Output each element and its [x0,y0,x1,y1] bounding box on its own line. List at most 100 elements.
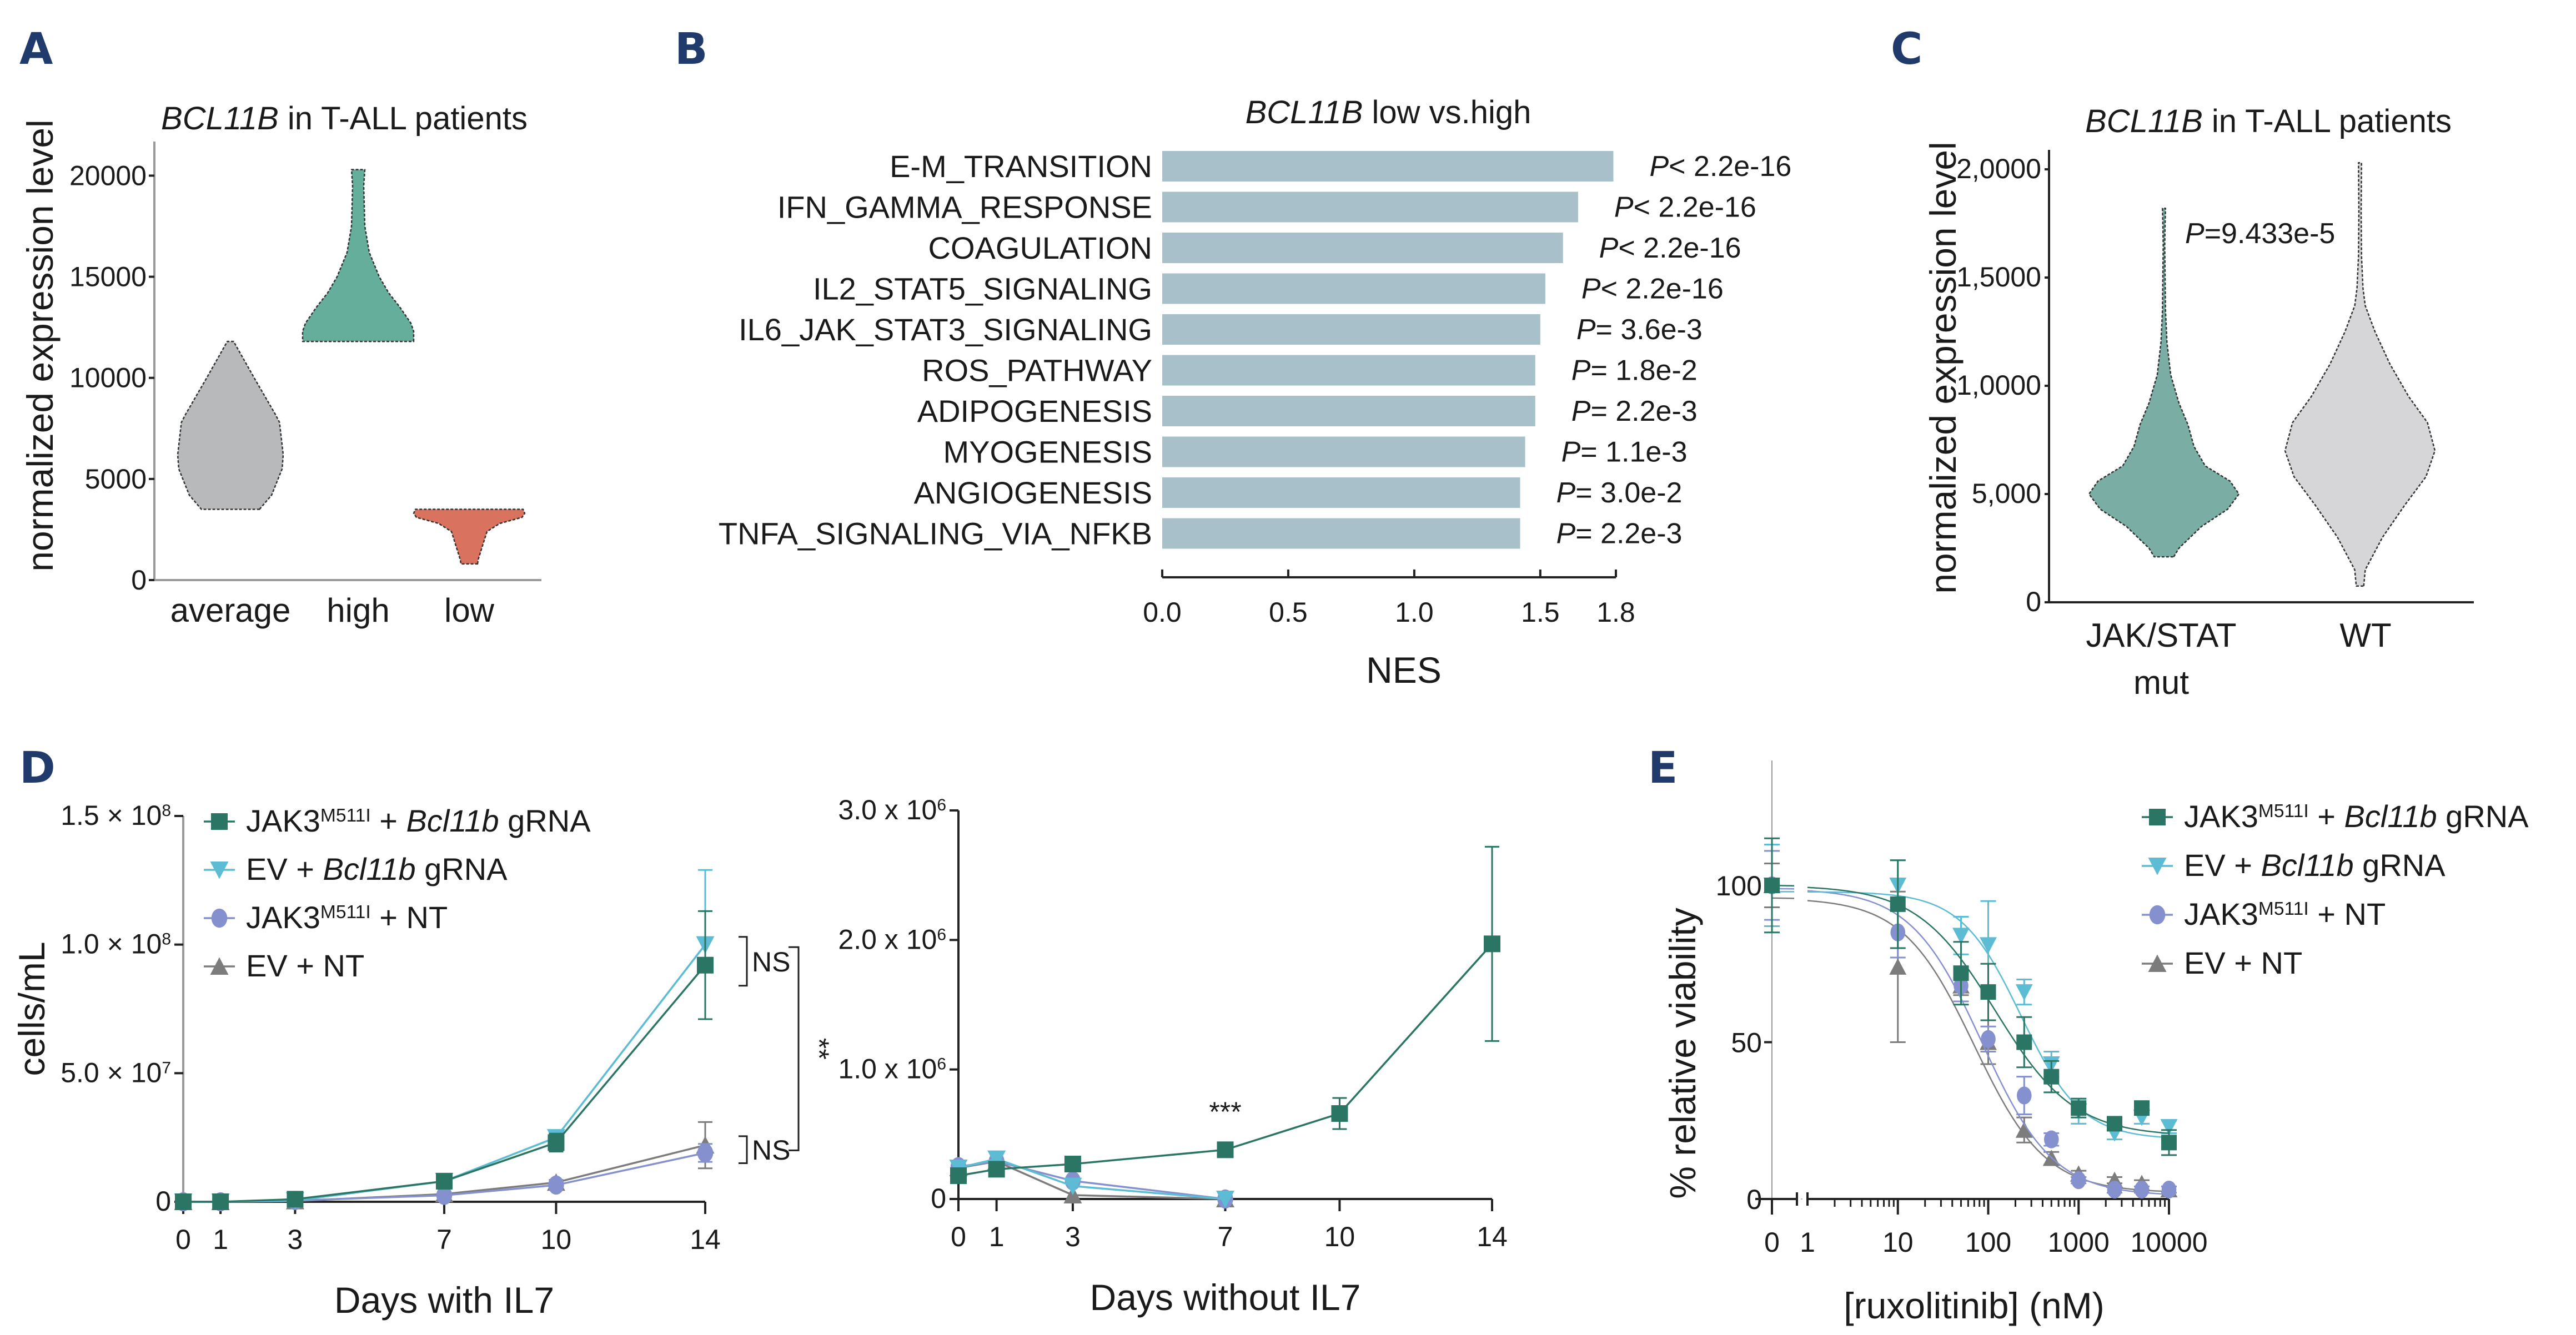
panel-c-violin-chart: BCL11B in T-ALL patients 0 5,000 1,0000 1,50… [1922,103,2474,701]
legend-text-main: EV + [2184,848,2261,883]
p-symbol: P [1614,192,1634,224]
y-tick-label: 1.0 x 106 [838,1054,946,1085]
y-tick-label: 5000 [85,464,147,495]
legend-italic-gene: Bcl11b [2344,799,2437,834]
bar-il6_jak_stat3_signaling [1162,314,1540,345]
series-line [183,964,706,1203]
series-jak3-m511i-bcl11b-grna [175,910,714,1210]
legend-marker-triangle-down [210,862,229,879]
data-point [2016,1086,2032,1105]
x-axis-label: Days with IL7 [334,1279,554,1321]
y-tick-label: 5,000 [1972,478,2041,509]
panel-letter-b: B [675,24,707,74]
p-symbol: P [1561,436,1581,468]
x-tick-label: 1 [989,1221,1005,1252]
series-ev-bcl11b-grna [949,1150,1234,1208]
x-tick-label: 3 [288,1224,303,1255]
y-tick-label: 0 [155,1186,171,1217]
category-label: TNFA_SIGNALING_VIA_NFKB [719,516,1152,551]
legend-text-main: EV + NT [246,948,364,983]
data-point [287,1191,304,1208]
x-tick-label: 0 [951,1221,966,1252]
title-rest: in T-ALL patients [2203,103,2452,139]
legend-label: JAK3M511I + Bcl11b gRNA [246,803,591,838]
y-tick-label: 2,0000 [1956,153,2041,184]
x-tick-label: 0 [175,1224,191,1255]
legend-text-main: JAK3 [2184,799,2258,834]
tick-mantissa: 5.0 × 10 [61,1057,162,1088]
data-point [988,1161,1005,1178]
bar-il2_stat5_signaling [1162,273,1545,304]
data-point [2016,1034,2032,1050]
category-label: MYOGENESIS [943,435,1152,470]
legend-text-main: + [2309,799,2344,834]
legend-label: EV + Bcl11b gRNA [2184,848,2446,883]
legend-item: EV + NT [2142,945,2302,980]
y-tick-label: 10000 [69,362,147,394]
x-tick-label: 10 [1324,1221,1355,1252]
x-tick-label: 10 [541,1224,572,1255]
legend-text-main: EV + [246,852,323,886]
y-tick-label: 1,5000 [1956,261,2041,293]
legend-text-main: gRNA [2354,848,2446,883]
ns-label-bottom: NS [752,1135,790,1166]
x-category-label: mut [2133,664,2189,701]
p-symbol: P [1649,150,1669,183]
p-value-label: P= 3.6e-3 [1576,314,1703,346]
legend-superscript: M511I [320,805,371,826]
p-value-label: P= 2.2e-3 [1571,395,1698,427]
data-point [2160,1119,2178,1136]
panel-a-violin-chart: BCL11B in T-ALL patients 0 5000 10000 15000 2… [19,100,541,629]
y-tick-label: 1.5 × 108 [61,800,171,831]
data-point [212,1193,229,1210]
data-point [2071,1171,2086,1190]
violin-high [302,169,415,342]
x-tick-label: 1.0 [1395,597,1434,628]
p-value: < 2.2e-16 [1634,192,1756,224]
category-label: ADIPOGENESIS [917,394,1152,429]
legend-item: EV + NT [204,948,364,983]
data-point [1064,1156,1081,1172]
tick-exponent: 6 [937,1055,946,1073]
tick-exponent: 8 [162,930,171,948]
legend-item: EV + Bcl11b gRNA [204,852,508,886]
data-point [1331,1105,1348,1122]
category-label: E-M_TRANSITION [890,149,1152,184]
legend-marker-square [211,813,228,830]
violin-wt [2284,162,2436,587]
x-tick-label: 1 [1800,1227,1815,1258]
p-value: < 2.2e-16 [1669,150,1791,183]
legend-text-main: EV + NT [2184,945,2302,980]
x-tick-label: 0 [1764,1227,1780,1258]
data-point [436,1172,453,1190]
data-point [1889,958,1907,975]
data-point [2107,1116,2123,1132]
legend-marker-triangle-up [210,957,229,975]
data-point [2161,1180,2177,1199]
data-point [1063,1177,1082,1196]
p-symbol: P [1599,232,1619,264]
series-line [958,1157,1226,1200]
x-tick-label: 0.0 [1143,597,1182,628]
y-tick-label: 0 [2026,586,2041,617]
y-axis-label: cells/mL [11,941,52,1076]
p-symbol: P [1556,477,1576,509]
x-tick-label: 14 [1477,1221,1508,1252]
legend-text-main: JAK3 [246,900,320,935]
x-category-label: average [170,592,291,629]
legend-superscript: M511I [2258,899,2309,919]
y-tick-label: 100 [1716,870,1762,901]
bar-myogenesis [1162,436,1525,467]
bar-ifn_gamma_response [1162,192,1578,223]
x-tick-label: 7 [436,1224,452,1255]
p-value-label: P= 3.0e-2 [1556,477,1683,509]
data-point [2043,1069,2060,1085]
x-axis-label: Days without IL7 [1090,1277,1361,1318]
data-point [1764,878,1780,893]
p-value: = 3.6e-3 [1596,314,1703,346]
tick-exponent: 6 [937,796,946,814]
y-tick-label: 0 [931,1183,946,1214]
violin-jak-stat-mut [2088,207,2240,558]
